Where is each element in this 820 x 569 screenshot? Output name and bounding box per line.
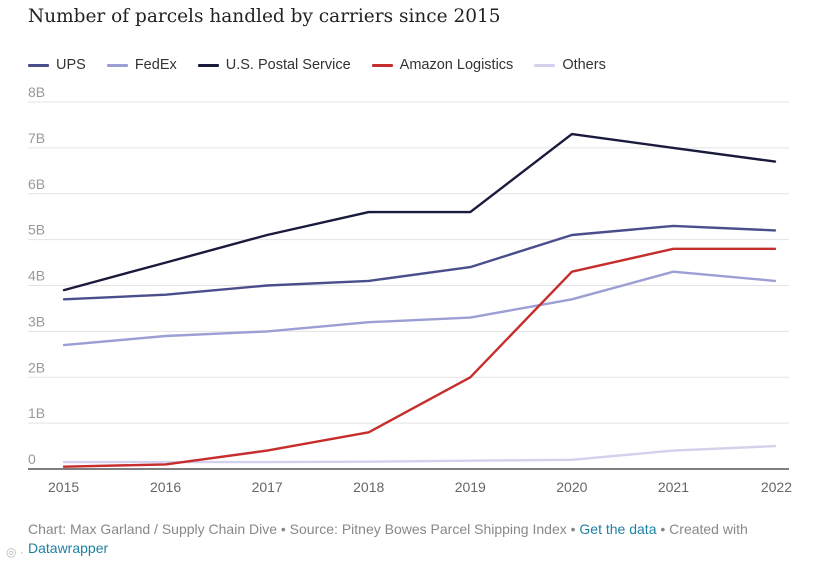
x-tick-label: 2021 [658,479,689,495]
y-tick-label: 7B [28,130,45,146]
legend-swatch-fedex [106,63,128,67]
y-tick-label: 1B [28,405,45,421]
datawrapper-link[interactable]: Datawrapper [28,540,109,556]
y-tick-label: 8B [28,84,45,100]
legend-swatch-ups [28,63,49,67]
series-line-fedex [62,270,777,347]
x-tick-label: 2022 [761,479,792,495]
y-tick-label: 6B [28,176,45,192]
x-tick-label: 2015 [48,479,79,495]
legend-label-ups: UPS [56,57,86,73]
chart-footer: Chart: Max Garland / Supply Chain Dive •… [28,520,798,558]
x-tick-label: 2017 [252,479,283,495]
legend-item-fedex: FedEx [106,57,177,73]
x-tick-label: 2016 [150,479,181,495]
y-tick-label: 5B [28,222,45,238]
y-tick-label: 4B [28,268,45,284]
series-line-amazon-logistics [62,247,777,468]
series-line-ups [62,224,777,301]
legend-label-usps: U.S. Postal Service [225,57,351,73]
watermark-icon: ◎ · [6,545,24,559]
legend-label-fedex: FedEx [134,57,177,73]
legend-swatch-others [534,63,556,67]
y-tick-label: 2B [28,359,45,375]
series-line-others [62,444,777,464]
legend-swatch-amazon [371,63,393,67]
get-data-link[interactable]: Get the data [579,521,657,537]
chart-legend: UPS FedEx U.S. Postal Service Amazon Log… [28,57,627,73]
legend-item-others: Others [534,57,606,73]
series-line-u-s-postal-service [62,132,777,292]
y-tick-label: 0 [28,451,36,467]
legend-swatch-usps [197,63,219,67]
legend-label-amazon: Amazon Logistics [399,57,514,73]
data-series [62,132,777,468]
legend-label-others: Others [562,57,606,73]
x-tick-label: 2020 [556,479,587,495]
x-axis-ticks: 2015 2016 2017 2018 2019 2020 2021 2022 [48,479,792,495]
footer-credit: Chart: Max Garland / Supply Chain Dive •… [28,521,580,537]
x-tick-label: 2018 [353,479,384,495]
legend-item-usps: U.S. Postal Service [197,57,351,73]
legend-item-amazon: Amazon Logistics [371,57,514,73]
gridlines [28,101,789,470]
chart-title: Number of parcels handled by carriers si… [28,6,501,27]
footer-created-with: • Created with [656,521,748,537]
x-tick-label: 2019 [455,479,486,495]
y-tick-label: 3B [28,313,45,329]
legend-item-ups: UPS [28,57,86,73]
y-axis-ticks: 0 1B 2B 3B 4B 5B 6B 7B 8B [28,84,45,467]
